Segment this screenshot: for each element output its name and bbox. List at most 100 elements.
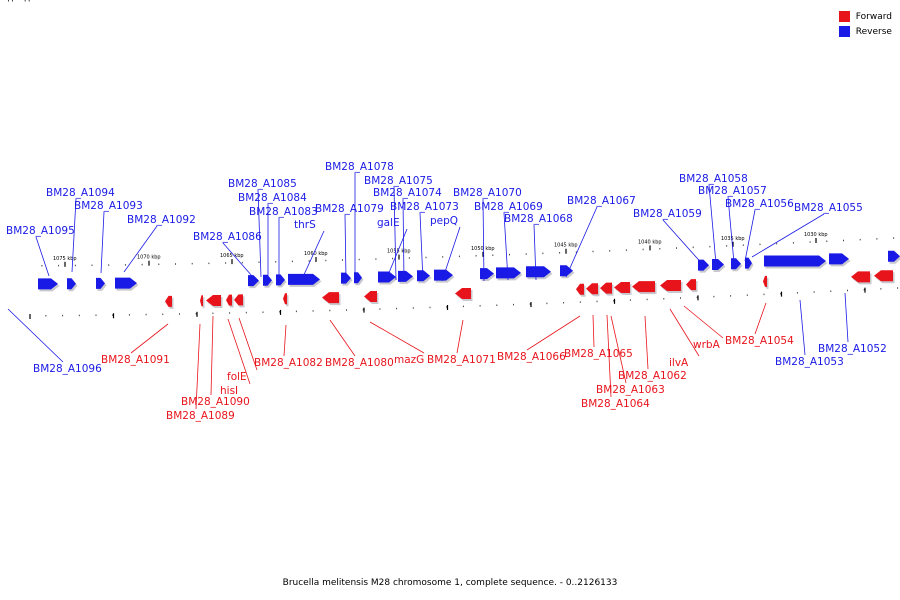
tick-label: 1065 kbp: [220, 253, 244, 259]
forward-gene-arrow: [226, 294, 234, 308]
minor-tick: [542, 252, 544, 255]
forward-gene-arrow: [234, 294, 245, 308]
forward-gene-arrow: [322, 292, 341, 306]
reverse-leader-line: [751, 213, 825, 258]
minor-tick: [629, 299, 631, 301]
reverse-gene-arrow: [288, 273, 322, 287]
forward-leader-line: [610, 315, 627, 384]
reverse-gene-label: BM28_A1070: [453, 187, 522, 199]
tick-label: 1070 kbp: [137, 255, 161, 261]
reverse-gene-arrow: [560, 265, 575, 279]
minor-tick: [713, 295, 715, 298]
legend-forward: Forward: [838, 9, 892, 24]
reverse-gene-label: BM28_A1083: [249, 206, 318, 218]
minor-tick: [145, 313, 147, 316]
minor-tick: [124, 264, 126, 266]
reverse-gene-label: BM28_A1092: [127, 214, 196, 226]
forward-gene-label: BM28_A1063: [596, 384, 665, 396]
reverse-leader-line: [441, 226, 461, 282]
reverse-gene-label: BM28_A1085: [228, 178, 297, 190]
minor-tick: [830, 290, 832, 293]
reverse-leader-line: [503, 212, 509, 281]
minor-tick: [492, 254, 494, 256]
reverse-leader-line: [708, 184, 717, 265]
minor-tick: [141, 263, 143, 266]
forward-gene-arrow: [283, 293, 289, 307]
reverse-gene-arrow: [712, 258, 726, 272]
minor-tick: [462, 305, 464, 308]
forward-gene-label: ilvA: [669, 357, 689, 369]
forward-gene-arrow: [660, 280, 683, 294]
forward-leader-line: [669, 308, 700, 357]
reverse-gene-label: BM28_A1074: [373, 187, 442, 199]
forward-leader-line: [799, 299, 806, 356]
minor-tick: [509, 253, 510, 256]
forward-gene-arrow: [874, 270, 895, 284]
forward-gene-label: wrbA: [693, 339, 721, 351]
reverse-leader-line: [222, 242, 253, 277]
minor-tick: [425, 256, 427, 259]
minor-tick: [442, 256, 444, 258]
tick-label: 1055 kbp: [387, 249, 411, 255]
minor-tick: [847, 289, 848, 292]
minor-tick: [208, 262, 210, 265]
reverse-leader-line: [393, 186, 397, 281]
minor-tick: [275, 261, 277, 263]
reverse-gene-label: BM28_A1095: [6, 225, 75, 237]
reverse-gene-label: pepQ: [430, 215, 458, 227]
minor-tick: [759, 243, 761, 246]
minor-tick: [513, 303, 514, 306]
minor-tick: [763, 293, 765, 296]
reverse-strand-genes: [38, 250, 900, 292]
scale-ticks: 1075 kbp 1070 kbp 1065 kbp 1060 kbp 1055 kbp…: [8, 0, 899, 319]
minor-tick: [191, 262, 193, 265]
reverse-gene-arrow: [38, 278, 60, 292]
reverse-gene-arrow: [276, 274, 287, 288]
minor-tick: [62, 314, 64, 317]
forward-gene-arrow: [576, 283, 586, 297]
minor-tick: [258, 261, 260, 263]
forward-gene-arrow: [763, 275, 769, 289]
forward-leader-line: [283, 324, 287, 357]
minor-tick: [429, 306, 431, 309]
forward-leader-line: [369, 321, 425, 354]
forward-gene-label: BM28_A1091: [101, 354, 170, 366]
minor-tick: [609, 250, 611, 252]
forward-leader-line: [456, 319, 464, 354]
minor-tick: [308, 260, 310, 262]
minor-tick: [312, 310, 314, 312]
reverse-gene-arrow: [496, 267, 523, 281]
forward-gene-label: BM28_A1090: [181, 396, 250, 408]
minor-tick: [596, 300, 598, 303]
minor-tick: [295, 310, 297, 313]
forward-gene-arrow: [632, 281, 657, 295]
minor-tick: [8, 0, 9, 2]
minor-tick: [575, 251, 577, 253]
reverse-gene-arrow: [526, 266, 553, 280]
minor-tick: [95, 314, 97, 317]
reverse-gene-label: BM28_A1057: [698, 185, 767, 197]
tick-label: 1075 kbp: [53, 256, 77, 262]
minor-tick: [225, 262, 227, 264]
minor-tick: [809, 241, 811, 243]
reverse-gene-label: BM28_A1075: [364, 175, 433, 187]
minor-tick: [843, 239, 844, 242]
minor-tick: [179, 313, 180, 315]
legend-forward-label: Forward: [855, 11, 892, 22]
reverse-gene-label: BM28_A1093: [74, 200, 143, 212]
tick-label: 1060 kbp: [304, 251, 328, 257]
minor-tick: [342, 259, 343, 261]
forward-gene-arrow: [586, 283, 600, 297]
reverse-gene-label: BM28_A1059: [633, 208, 702, 220]
minor-tick: [325, 259, 327, 262]
reverse-gene-label: BM28_A1084: [238, 192, 307, 204]
forward-gene-arrow: [165, 295, 174, 309]
reverse-leader-line: [565, 206, 598, 278]
forward-leader-line: [227, 318, 251, 385]
forward-leader-line: [329, 319, 356, 357]
reverse-leader-line: [100, 211, 105, 274]
reverse-leader-line: [344, 214, 347, 281]
minor-tick: [613, 300, 615, 302]
minor-tick: [479, 305, 481, 307]
reverse-gene-arrow: [115, 277, 139, 291]
